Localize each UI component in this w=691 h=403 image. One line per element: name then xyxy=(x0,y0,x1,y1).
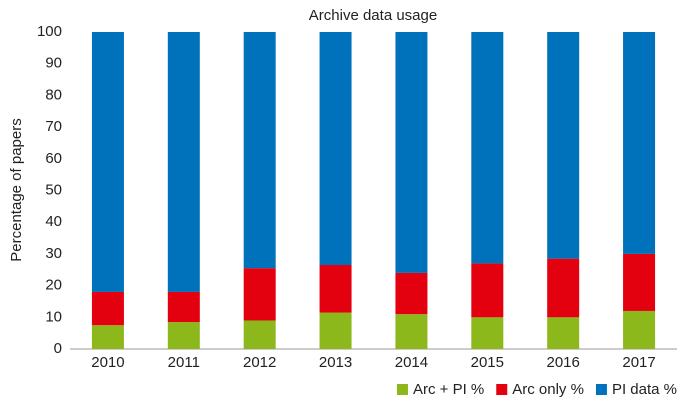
bar-segment xyxy=(319,32,352,265)
x-tick-label: 2011 xyxy=(168,354,200,371)
bar-segment xyxy=(167,322,200,349)
bar-segment xyxy=(167,32,200,292)
legend-label: Arc + PI % xyxy=(413,381,484,398)
x-tick-label: 2015 xyxy=(471,354,504,371)
bar-segment xyxy=(623,310,656,349)
bar-segment xyxy=(167,291,200,323)
bar-segment xyxy=(395,314,428,349)
bar-segment xyxy=(623,253,656,311)
legend-swatch xyxy=(396,384,408,395)
bar-segment xyxy=(623,32,656,254)
bar-segment xyxy=(91,325,124,349)
y-tick-label: 20 xyxy=(45,277,62,294)
y-tick-label: 40 xyxy=(45,213,62,230)
bar-segment xyxy=(471,317,504,349)
y-tick-label: 10 xyxy=(45,308,62,325)
y-tick-label: 30 xyxy=(45,245,62,262)
bar-segment xyxy=(319,264,352,313)
x-tick-label: 2016 xyxy=(547,354,580,371)
x-tick-label: 2010 xyxy=(91,354,124,371)
y-tick-label: 50 xyxy=(45,181,62,198)
y-axis-label: Percentage of papers xyxy=(8,118,25,261)
bar-segment xyxy=(243,320,276,349)
bar-segment xyxy=(91,291,124,326)
bar-segment xyxy=(243,32,276,269)
legend-label: Arc only % xyxy=(512,381,584,398)
x-tick-label: 2013 xyxy=(319,354,352,371)
y-tick-label: 0 xyxy=(54,340,62,357)
bar-segment xyxy=(395,272,428,315)
bar-segment xyxy=(243,268,276,321)
bar-segment xyxy=(319,312,352,349)
legend-swatch xyxy=(496,384,508,395)
y-tick-label: 80 xyxy=(45,86,62,103)
bar-segment xyxy=(547,258,580,318)
bar-segment xyxy=(471,32,504,264)
bar-segment xyxy=(547,32,580,259)
bar-segment xyxy=(91,32,124,292)
bar-segment xyxy=(471,263,504,318)
legend-swatch xyxy=(595,384,607,395)
bar-segment xyxy=(547,317,580,349)
x-tick-label: 2012 xyxy=(243,354,276,371)
y-tick-label: 90 xyxy=(45,55,62,72)
y-tick-label: 100 xyxy=(37,23,62,40)
y-tick-label: 60 xyxy=(45,150,62,167)
y-tick-label: 70 xyxy=(45,118,62,135)
x-tick-label: 2014 xyxy=(395,354,428,371)
bar-segment xyxy=(395,32,428,273)
legend-label: PI data % xyxy=(612,381,677,398)
chart-title: Archive data usage xyxy=(309,7,437,24)
x-tick-label: 2017 xyxy=(622,354,655,371)
